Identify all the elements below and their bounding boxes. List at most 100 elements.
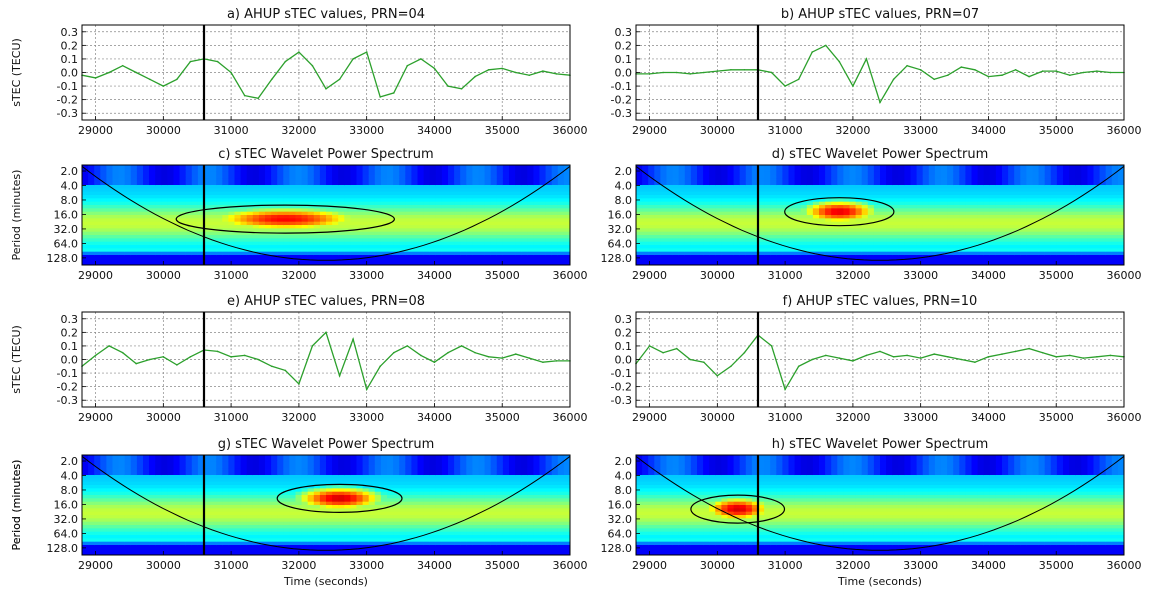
heatmap-cell [1002, 205, 1009, 209]
heatmap-cell [978, 215, 985, 219]
heatmap-cell [113, 225, 120, 229]
heatmap-cell [277, 218, 284, 222]
heatmap-cell [369, 192, 376, 196]
x-tick-label: 32000 [835, 124, 870, 137]
heatmap-cell [326, 198, 333, 202]
heatmap-cell [685, 242, 692, 246]
heatmap-cell [399, 258, 406, 262]
heatmap-cell [503, 242, 510, 246]
heatmap-cell [222, 232, 229, 236]
heatmap-cell [466, 255, 473, 259]
heatmap-cell [831, 232, 838, 236]
heatmap-cell [540, 195, 547, 199]
heatmap-cell [746, 245, 753, 249]
heatmap-cell [155, 172, 162, 176]
heatmap-cell [929, 245, 936, 249]
heatmap-cell [660, 258, 667, 262]
heatmap-cell [436, 178, 443, 182]
heatmap-cell [332, 225, 339, 229]
heatmap-cell [296, 168, 303, 172]
heatmap-cell [715, 222, 722, 226]
heatmap-cell [917, 178, 924, 182]
heatmap-cell [558, 258, 565, 262]
heatmap-cell [277, 168, 284, 172]
heatmap-cell [521, 198, 528, 202]
heatmap-cell [1100, 215, 1107, 219]
heatmap-cell [296, 225, 303, 229]
heatmap-cell [399, 228, 406, 232]
heatmap-cell [1081, 188, 1088, 192]
heatmap-cell [527, 202, 534, 206]
heatmap-cell [247, 172, 254, 176]
heatmap-cell [113, 235, 120, 239]
heatmap-cell [801, 258, 808, 262]
heatmap-cell [558, 205, 565, 209]
heatmap-cell [709, 232, 716, 236]
heatmap-cell [88, 178, 95, 182]
heatmap-cell [125, 168, 132, 172]
heatmap-cell [314, 248, 321, 252]
data-point [230, 72, 232, 74]
heatmap-cell [728, 185, 735, 189]
heatmap-cell [892, 188, 899, 192]
heatmap-cell [521, 225, 528, 229]
heatmap-cell [399, 208, 406, 212]
heatmap-cell [466, 192, 473, 196]
heatmap-cell [813, 215, 820, 219]
heatmap-cell [935, 195, 942, 199]
heatmap-cell [685, 232, 692, 236]
heatmap-cell [740, 208, 747, 212]
heatmap-cell [972, 225, 979, 229]
heatmap-cell [1075, 178, 1082, 182]
heatmap-cell [509, 238, 516, 242]
heatmap-cell [540, 208, 547, 212]
heatmap-cell [448, 208, 455, 212]
heatmap-cell [673, 248, 680, 252]
heatmap-cell [923, 182, 930, 186]
heatmap-cell [789, 232, 796, 236]
heatmap-cell [1094, 232, 1101, 236]
heatmap-cell [825, 198, 832, 202]
heatmap-cell [241, 255, 248, 259]
heatmap-cell [393, 248, 400, 252]
heatmap-cell [1014, 252, 1021, 256]
heatmap-cell [825, 202, 832, 206]
heatmap-cell [552, 228, 559, 232]
heatmap-cell [667, 205, 674, 209]
heatmap-cell [558, 208, 565, 212]
heatmap-cell [904, 245, 911, 249]
heatmap-cell [247, 242, 254, 246]
heatmap-cell [235, 222, 242, 226]
heatmap-cell [521, 168, 528, 172]
heatmap-cell [143, 168, 150, 172]
heatmap-cell [1075, 175, 1082, 179]
heatmap-cell [296, 208, 303, 212]
heatmap-cell [709, 208, 716, 212]
heatmap-cell [357, 168, 364, 172]
heatmap-cell [764, 185, 771, 189]
heatmap-cell [776, 228, 783, 232]
heatmap-cell [308, 175, 315, 179]
heatmap-cell [697, 245, 704, 249]
heatmap-cell [259, 215, 266, 219]
heatmap-cell [1087, 182, 1094, 186]
heatmap-cell [509, 252, 516, 256]
heatmap-cell [497, 225, 504, 229]
heatmap-cell [448, 192, 455, 196]
heatmap-cell [965, 228, 972, 232]
heatmap-cell [235, 258, 242, 262]
heatmap-cell [466, 172, 473, 176]
heatmap-cell [167, 248, 174, 252]
heatmap-cell [1026, 202, 1033, 206]
heatmap-cell [302, 168, 309, 172]
heatmap-cell [911, 208, 918, 212]
heatmap-cell [100, 218, 107, 222]
heatmap-cell [100, 165, 107, 169]
heatmap-cell [235, 198, 242, 202]
heatmap-cell [259, 255, 266, 259]
heatmap-cell [491, 235, 498, 239]
heatmap-cell [454, 188, 461, 192]
heatmap-cell [929, 225, 936, 229]
heatmap-cell [88, 235, 95, 239]
heatmap-cell [533, 198, 540, 202]
